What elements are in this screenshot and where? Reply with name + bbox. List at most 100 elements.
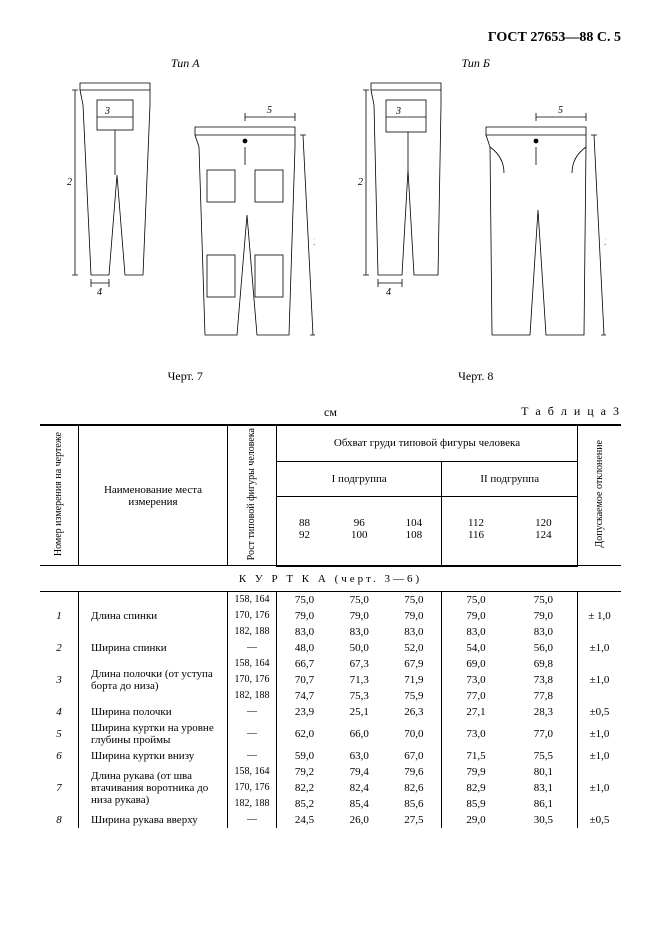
cell: 83,1 — [510, 780, 578, 796]
col-tol: Допускаемое отклонение — [594, 440, 606, 548]
cell: 75,5 — [510, 748, 578, 764]
row-idx: 5 — [40, 720, 79, 748]
cell: 66,0 — [332, 720, 386, 748]
cell: 29,0 — [442, 812, 510, 828]
measurements-table: Номер измерения на чертеже Наименование … — [40, 424, 621, 828]
cell: 25,1 — [332, 704, 386, 720]
row-tol: ±0,5 — [578, 704, 622, 720]
cell: 69,8 — [510, 656, 578, 672]
row-rost: 158, 164 — [228, 591, 277, 608]
row-tol: ±1,0 — [578, 764, 622, 812]
cell: 75,3 — [332, 688, 386, 704]
row-idx: 2 — [40, 640, 79, 656]
cell: 67,3 — [332, 656, 386, 672]
row-tol: ±1,0 — [578, 640, 622, 656]
trousers-type-a-diagram: 2 4 3 — [55, 75, 315, 365]
svg-text:3: 3 — [104, 106, 110, 117]
fig7-caption: Черт. 7 — [46, 369, 325, 384]
cell: 71,5 — [442, 748, 510, 764]
row-idx: 8 — [40, 812, 79, 828]
cell: 73,8 — [510, 672, 578, 688]
cell: 63,0 — [332, 748, 386, 764]
row-rost: 182, 188 — [228, 688, 277, 704]
cell: 75,0 — [332, 591, 386, 608]
cell: 79,4 — [332, 764, 386, 780]
cell: 85,2 — [277, 796, 332, 812]
cell: 85,4 — [332, 796, 386, 812]
cell: 71,3 — [332, 672, 386, 688]
cell: 50,0 — [332, 640, 386, 656]
row-tol: ± 1,0 — [578, 591, 622, 640]
svg-text:2: 2 — [67, 177, 72, 188]
cell: 83,0 — [442, 624, 510, 640]
cell: 67,9 — [386, 656, 441, 672]
svg-text:4: 4 — [97, 287, 102, 298]
fig8-caption: Черт. 8 — [336, 369, 615, 384]
cell: 75,0 — [386, 591, 441, 608]
cell: 56,0 — [510, 640, 578, 656]
row-name: Ширина полочки — [79, 704, 228, 720]
cell: 52,0 — [386, 640, 441, 656]
cell: 27,1 — [442, 704, 510, 720]
row-rost: 182, 188 — [228, 624, 277, 640]
cell: 79,6 — [386, 764, 441, 780]
svg-text:1: 1 — [604, 237, 606, 248]
row-tol: ±1,0 — [578, 656, 622, 704]
cell: 79,0 — [332, 608, 386, 624]
row-rost: 170, 176 — [228, 672, 277, 688]
cell: 77,0 — [442, 688, 510, 704]
row-idx: 4 — [40, 704, 79, 720]
cell: 79,0 — [386, 608, 441, 624]
figure-right: Тип Б 2 4 3 — [336, 56, 615, 384]
cell: 69,0 — [442, 656, 510, 672]
svg-text:2: 2 — [358, 177, 363, 188]
row-rost: 170, 176 — [228, 608, 277, 624]
row-rost: 170, 176 — [228, 780, 277, 796]
col-num: Номер измерения на чертеже — [53, 432, 65, 556]
row-tol: ±1,0 — [578, 748, 622, 764]
subgroup1: I подгруппа — [277, 461, 442, 496]
cell: 66,7 — [277, 656, 332, 672]
size-col-2: 104 108 — [386, 496, 441, 565]
section-header: К У Р Т К А (черт. 3—6) — [40, 566, 621, 592]
cell: 54,0 — [442, 640, 510, 656]
row-rost: 158, 164 — [228, 764, 277, 780]
figures-row: Тип А 2 4 3 — [40, 56, 621, 384]
cell: 74,7 — [277, 688, 332, 704]
cell: 70,7 — [277, 672, 332, 688]
cell: 75,0 — [277, 591, 332, 608]
svg-text:5: 5 — [267, 105, 272, 116]
cell: 82,2 — [277, 780, 332, 796]
cell: 82,6 — [386, 780, 441, 796]
row-rost: — — [228, 812, 277, 828]
cell: 75,0 — [510, 591, 578, 608]
row-name: Длина рукава (от шва втачивания воротник… — [79, 764, 228, 812]
cell: 83,0 — [510, 624, 578, 640]
type-b-label: Тип Б — [336, 56, 615, 71]
cell: 80,1 — [510, 764, 578, 780]
cell: 70,0 — [386, 720, 441, 748]
row-rost: — — [228, 748, 277, 764]
cell: 27,5 — [386, 812, 441, 828]
row-rost: — — [228, 704, 277, 720]
cell: 83,0 — [332, 624, 386, 640]
cell: 82,9 — [442, 780, 510, 796]
cell: 85,6 — [386, 796, 441, 812]
page-header: ГОСТ 27653—88 С. 5 — [40, 30, 621, 46]
figure-left: Тип А 2 4 3 — [46, 56, 325, 384]
row-idx: 1 — [40, 591, 79, 640]
subgroup2: II подгруппа — [442, 461, 578, 496]
cell: 79,2 — [277, 764, 332, 780]
row-name: Длина полочки (от уступа борта до низа) — [79, 656, 228, 704]
cell: 67,0 — [386, 748, 441, 764]
cell: 79,0 — [442, 608, 510, 624]
row-rost: — — [228, 640, 277, 656]
size-col-4: 120 124 — [510, 496, 578, 565]
cell: 24,5 — [277, 812, 332, 828]
row-idx: 7 — [40, 764, 79, 812]
svg-text:4: 4 — [386, 287, 391, 298]
cell: 71,9 — [386, 672, 441, 688]
cell: 28,3 — [510, 704, 578, 720]
cell: 23,9 — [277, 704, 332, 720]
cell: 30,5 — [510, 812, 578, 828]
